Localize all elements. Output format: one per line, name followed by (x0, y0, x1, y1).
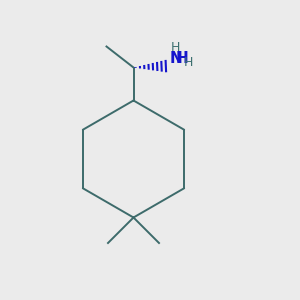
Text: N: N (169, 51, 182, 66)
Text: H: H (184, 56, 194, 69)
Text: H: H (176, 51, 188, 66)
Text: H: H (171, 40, 180, 54)
